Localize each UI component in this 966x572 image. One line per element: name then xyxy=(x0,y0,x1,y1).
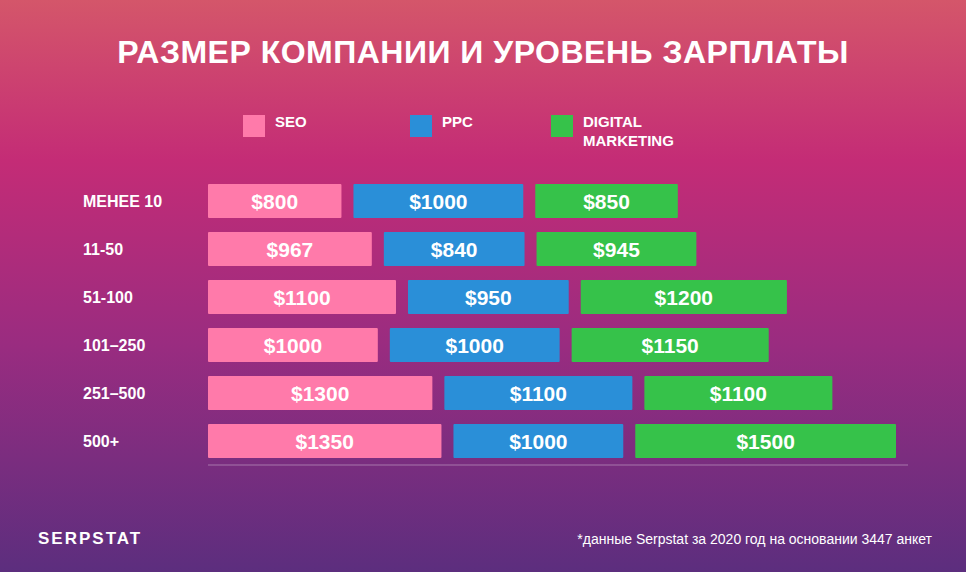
html-text:РАЗМЕР КОМПАНИИ И УРОВЕНЬ ЗАРП: РАЗМЕР КОМПАНИИ И УРОВЕНЬ ЗАРПЛАТЫ xyxy=(117,34,849,70)
svg-text:$800: $800 xyxy=(251,190,298,213)
svg-text:$1350: $1350 xyxy=(296,430,354,453)
svg-text:$1000: $1000 xyxy=(509,430,567,453)
svg-text:$945: $945 xyxy=(593,238,640,261)
svg-text:МЕНЕЕ 10: МЕНЕЕ 10 xyxy=(83,193,162,210)
svg-text:$1500: $1500 xyxy=(736,430,794,453)
svg-text:251–500: 251–500 xyxy=(83,385,145,402)
svg-text:$1100: $1100 xyxy=(710,382,767,405)
html-text:SERPSTAT: SERPSTAT xyxy=(38,529,143,548)
svg-text:$1000: $1000 xyxy=(264,334,322,357)
svg-text:$840: $840 xyxy=(431,238,478,261)
svg-text:51-100: 51-100 xyxy=(83,289,133,306)
svg-text:500+: 500+ xyxy=(83,433,119,450)
html-text:DIGITAL MARKETING: DIGITAL MARKETING xyxy=(583,113,674,149)
svg-text:11-50: 11-50 xyxy=(83,241,123,258)
svg-text:$1000: $1000 xyxy=(409,190,467,213)
svg-text:$1100: $1100 xyxy=(273,286,330,309)
svg-text:$950: $950 xyxy=(465,286,512,309)
svg-text:$850: $850 xyxy=(583,190,630,213)
svg-text:$1100: $1100 xyxy=(510,382,567,405)
html-text:PPC: PPC xyxy=(442,113,473,130)
svg-text:101–250: 101–250 xyxy=(83,337,145,354)
svg-text:$1000: $1000 xyxy=(446,334,504,357)
svg-text:$1150: $1150 xyxy=(642,334,699,357)
svg-text:$1300: $1300 xyxy=(291,382,349,405)
html-text:SEO: SEO xyxy=(275,113,307,130)
svg-text:$967: $967 xyxy=(267,238,314,261)
svg-text:$1200: $1200 xyxy=(655,286,713,309)
html-text:*данные Serpstat за 2020 год н: *данные Serpstat за 2020 год на основани… xyxy=(577,531,932,547)
